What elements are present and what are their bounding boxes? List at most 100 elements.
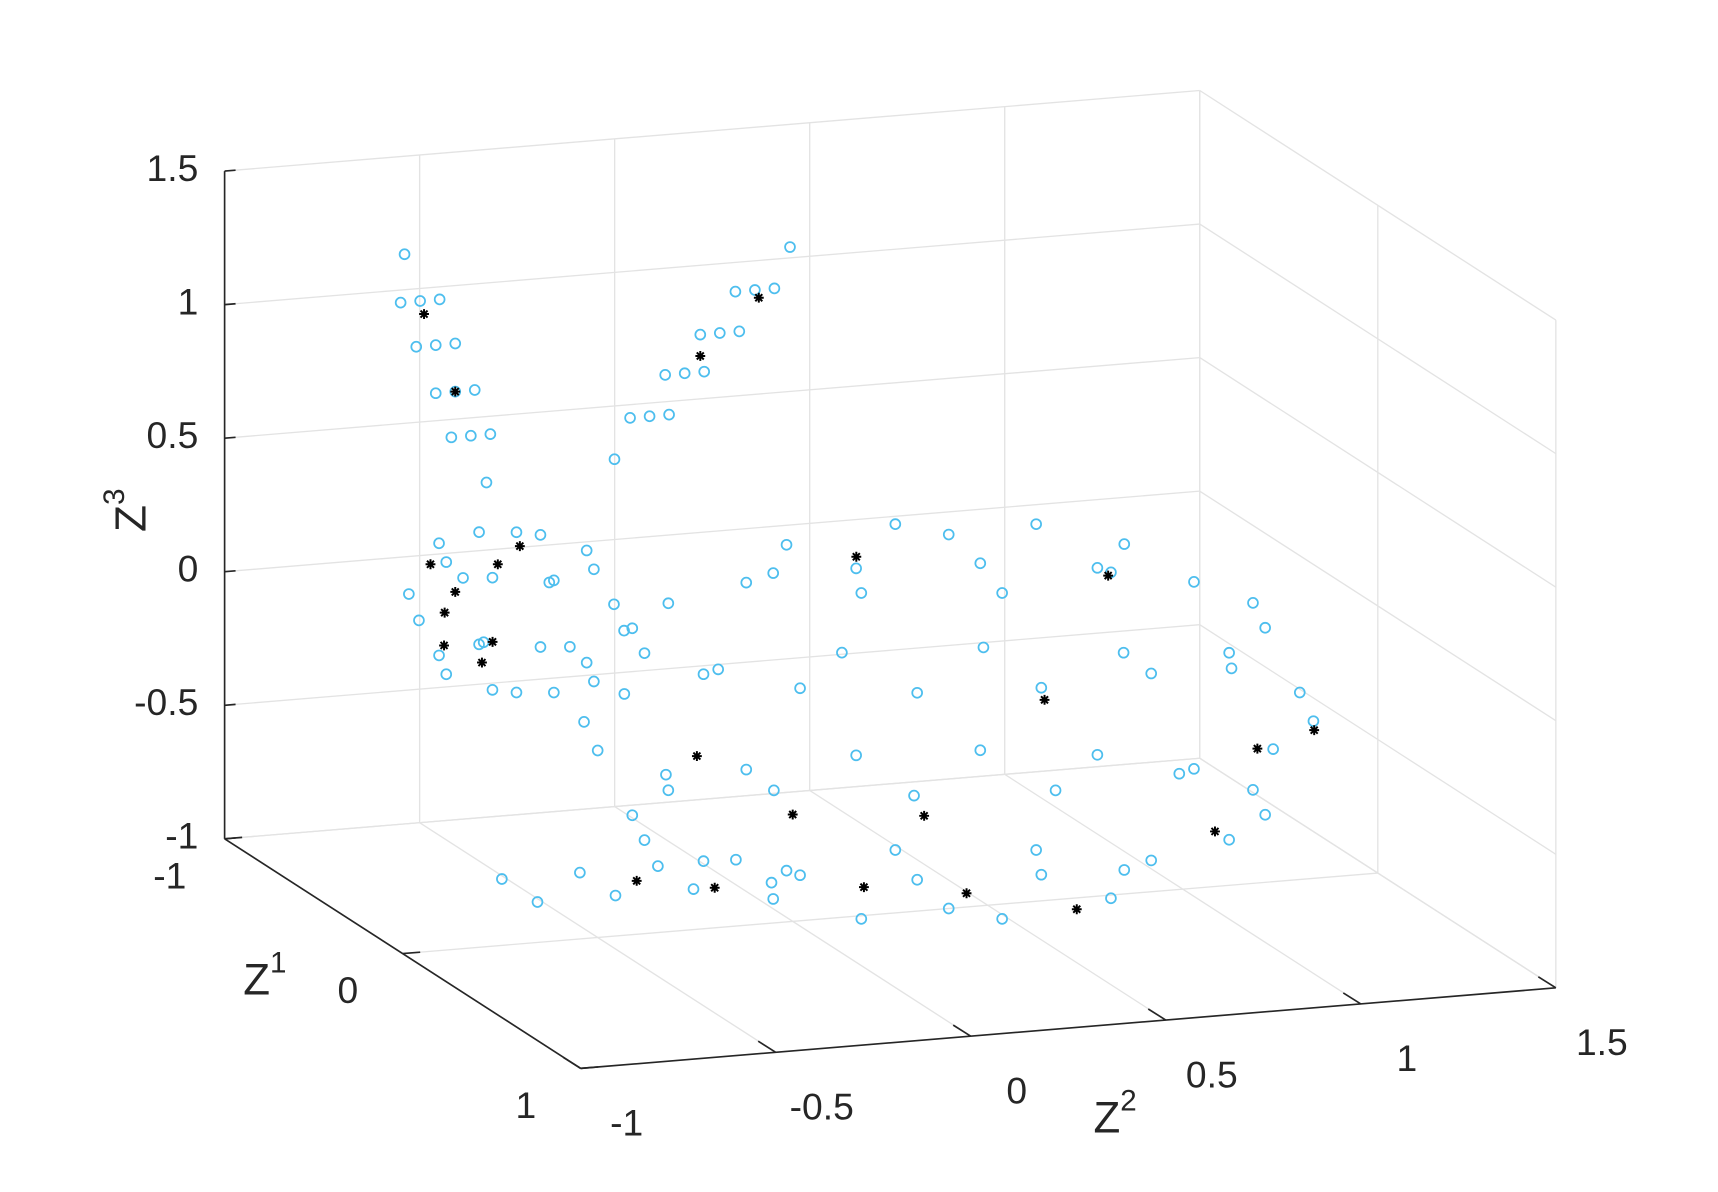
point-marker (394, 296, 407, 309)
point-marker (1247, 597, 1259, 609)
point-marker (767, 567, 780, 579)
point-marker (477, 657, 487, 668)
point-marker (588, 675, 600, 688)
point-marker (1103, 570, 1114, 581)
point-marker (473, 526, 485, 539)
y-tick-label: 1 (1396, 1037, 1417, 1079)
point-marker (419, 309, 429, 320)
point-marker (889, 844, 902, 856)
point-marker (457, 572, 469, 584)
point-marker (911, 686, 923, 699)
point-marker (1105, 892, 1117, 905)
y-tick-label: -0.5 (790, 1085, 854, 1127)
point-marker (413, 614, 425, 627)
point-marker (1091, 748, 1104, 761)
z-tick-label: 0 (178, 548, 199, 590)
z-tick-label: -0.5 (134, 681, 198, 723)
point-marker (911, 873, 923, 886)
point-marker (794, 869, 806, 882)
point-marker (859, 882, 869, 893)
point-marker (398, 248, 411, 261)
x-tick-label: 1 (516, 1084, 537, 1126)
point-marker (996, 913, 1008, 925)
tick-mark (402, 951, 421, 955)
point-marker (1307, 715, 1320, 728)
point-marker (713, 327, 726, 339)
point-marker (578, 716, 590, 728)
point-marker (608, 453, 621, 466)
point-marker (638, 647, 651, 660)
point-marker (729, 285, 742, 298)
point-marker (1188, 762, 1200, 775)
x-tick-label: -1 (153, 854, 186, 896)
point-marker (662, 597, 675, 610)
point-marker (768, 282, 781, 295)
point-marker (942, 902, 955, 915)
point-marker (740, 576, 753, 589)
point-marker (531, 896, 544, 908)
point-marker (1118, 864, 1131, 876)
point-marker (687, 883, 700, 895)
point-marker (1030, 518, 1042, 531)
point-marker (1039, 694, 1050, 705)
point-marker (1035, 868, 1048, 881)
point-marker (1259, 621, 1271, 634)
marks (394, 241, 1320, 925)
point-marker (1173, 767, 1186, 780)
point-marker (465, 429, 477, 442)
point-marker (697, 855, 710, 868)
point-marker (514, 541, 525, 552)
tick-mark (1537, 976, 1557, 989)
point-marker (780, 864, 793, 877)
point-marker (638, 834, 651, 846)
point-marker (449, 337, 462, 350)
point-marker (591, 744, 604, 757)
point-marker (608, 598, 620, 611)
point-marker (974, 557, 987, 570)
point-marker (433, 649, 445, 662)
point-marker (855, 587, 868, 599)
point-marker (691, 751, 702, 762)
grid-line (402, 872, 1378, 955)
point-marker (510, 686, 523, 699)
point-marker (484, 428, 497, 440)
tick-mark (224, 302, 236, 306)
point-marker (855, 913, 868, 925)
point-marker (588, 563, 600, 576)
point-marker (580, 656, 593, 669)
point-marker (695, 350, 706, 361)
point-marker (1145, 667, 1158, 680)
point-marker (768, 784, 780, 797)
point-marker (709, 882, 720, 893)
tick-mark (1342, 992, 1362, 1005)
point-marker (1225, 662, 1238, 675)
x-axis-title: Z1 (243, 946, 286, 1004)
point-marker (440, 668, 453, 681)
point-marker (445, 431, 458, 444)
point-marker (1118, 538, 1131, 550)
point-marker (580, 544, 593, 557)
point-marker (534, 641, 547, 653)
point-marker (977, 641, 990, 654)
point-marker (1091, 561, 1104, 574)
z-axis-title: Z3 (98, 488, 155, 532)
point-marker (1035, 681, 1048, 694)
axis-line (224, 838, 582, 1070)
point-marker (659, 369, 671, 381)
point-marker (730, 853, 742, 866)
grid-line (224, 356, 1200, 439)
point-marker (468, 384, 481, 396)
axes: -1 -0.5 0 0.5 1 1.5 -1 -0.5 0 0.5 1 1.5 -1 0 1 (134, 147, 1628, 1144)
point-marker (1309, 725, 1320, 736)
y-tick-label: 1.5 (1576, 1021, 1628, 1063)
tick-mark (224, 436, 236, 439)
point-marker (1252, 743, 1263, 754)
point-marker (1259, 808, 1271, 821)
point-marker (403, 588, 415, 600)
point-marker (534, 529, 547, 541)
point-marker (908, 789, 920, 802)
point-marker (780, 538, 793, 551)
z-tick-label: 1.5 (147, 147, 199, 189)
